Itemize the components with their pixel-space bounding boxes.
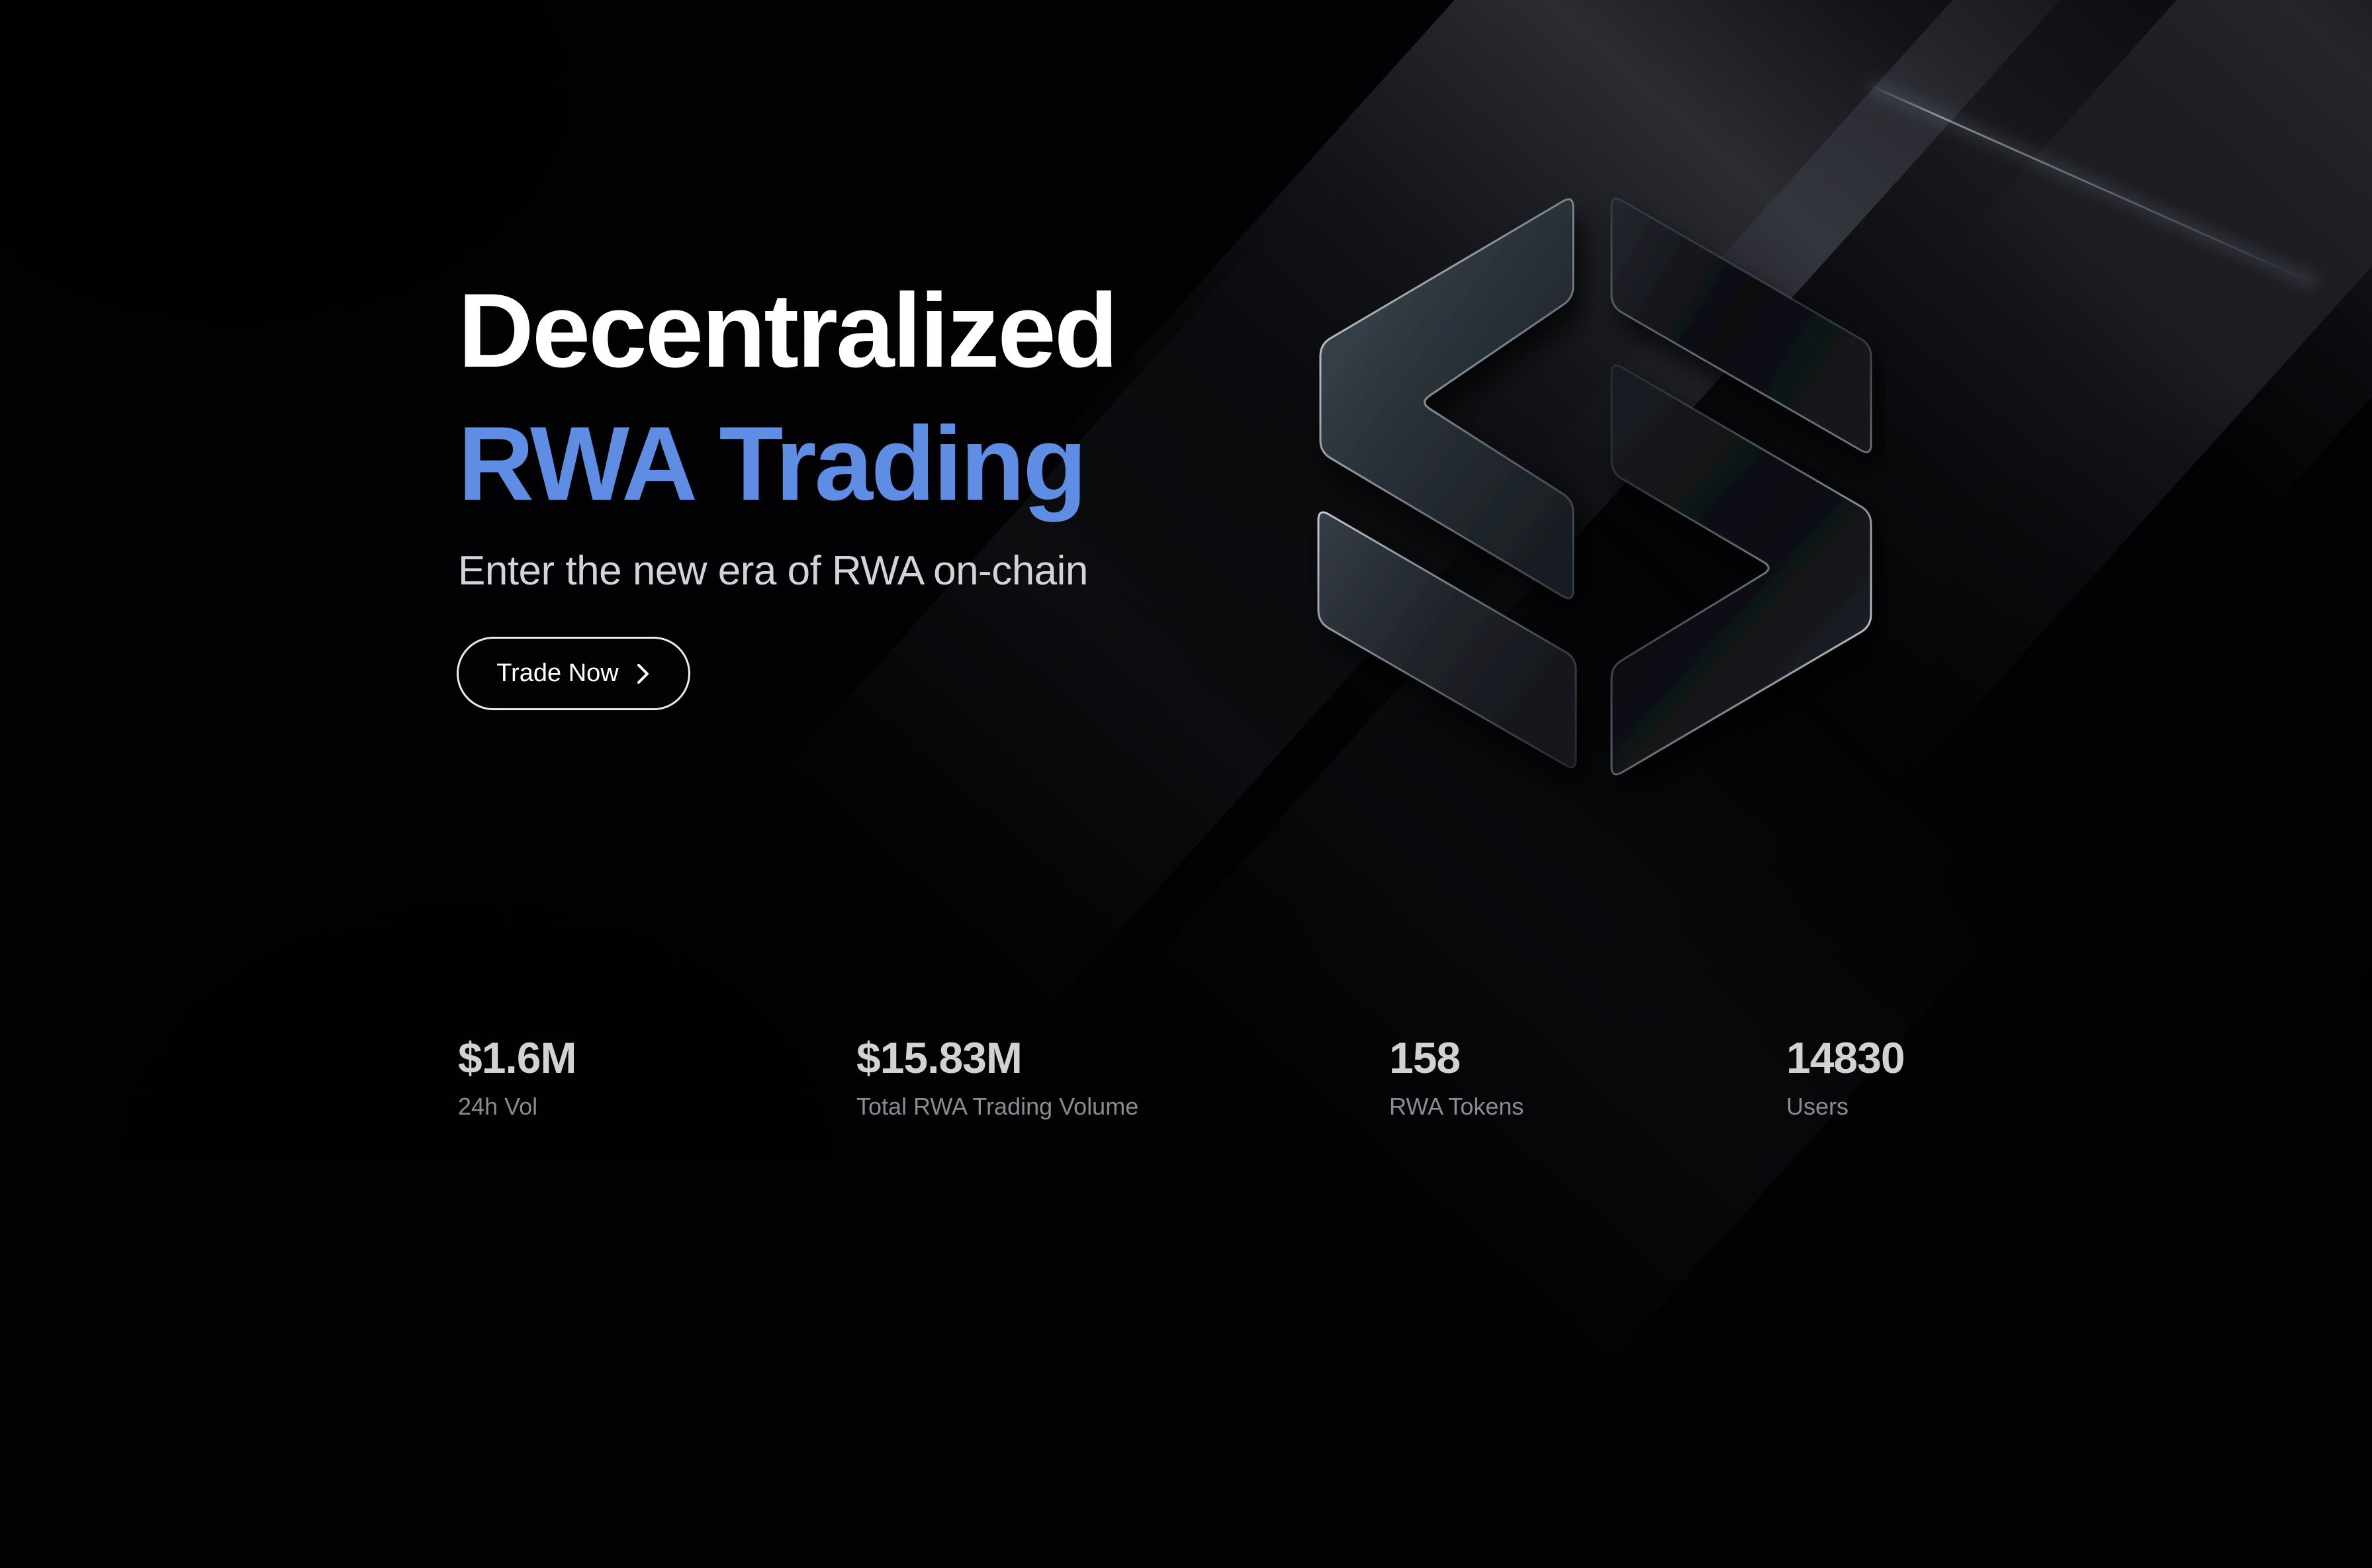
stat-label: RWA Tokens: [1389, 1093, 1524, 1120]
hero-subtitle: Enter the new era of RWA on-chain: [458, 548, 1088, 594]
page-title: Decentralized RWA Trading: [458, 264, 1118, 530]
stat-label: 24h Vol: [458, 1093, 538, 1120]
stat-value: $15.83M: [856, 1033, 1023, 1082]
logo-panel-bottom-left: [1317, 511, 1577, 768]
stat-item-rwa-tokens: 158 RWA Tokens: [1389, 1033, 1524, 1120]
stat-item-total-volume: $15.83M Total RWA Trading Volume: [856, 1033, 1138, 1120]
stat-value: $1.6M: [458, 1033, 576, 1082]
stat-label: Total RWA Trading Volume: [856, 1093, 1139, 1120]
chevron-right-icon: [637, 663, 649, 684]
logo-panel-bottom-right-chevron: [1610, 364, 1872, 776]
logo-panel-top-left-chevron: [1319, 198, 1574, 600]
trade-now-label: Trade Now: [496, 659, 619, 687]
hero-title-line1: Decentralized: [458, 271, 1118, 389]
stat-value: 14830: [1786, 1033, 1905, 1082]
stats-row: $1.6M 24h Vol $15.83M Total RWA Trading …: [458, 1033, 1905, 1120]
logo-panel-top-right: [1610, 197, 1872, 453]
trade-now-button[interactable]: Trade Now: [457, 637, 690, 710]
hero-title-line2: RWA Trading: [458, 404, 1087, 522]
stat-label: Users: [1786, 1093, 1849, 1120]
vignette-overlay: [0, 0, 2372, 1160]
stat-item-24h-vol: $1.6M 24h Vol: [458, 1033, 576, 1120]
stat-value: 158: [1389, 1033, 1461, 1082]
brand-logo-3d: [1317, 197, 1872, 776]
stat-item-users: 14830 Users: [1786, 1033, 1905, 1120]
